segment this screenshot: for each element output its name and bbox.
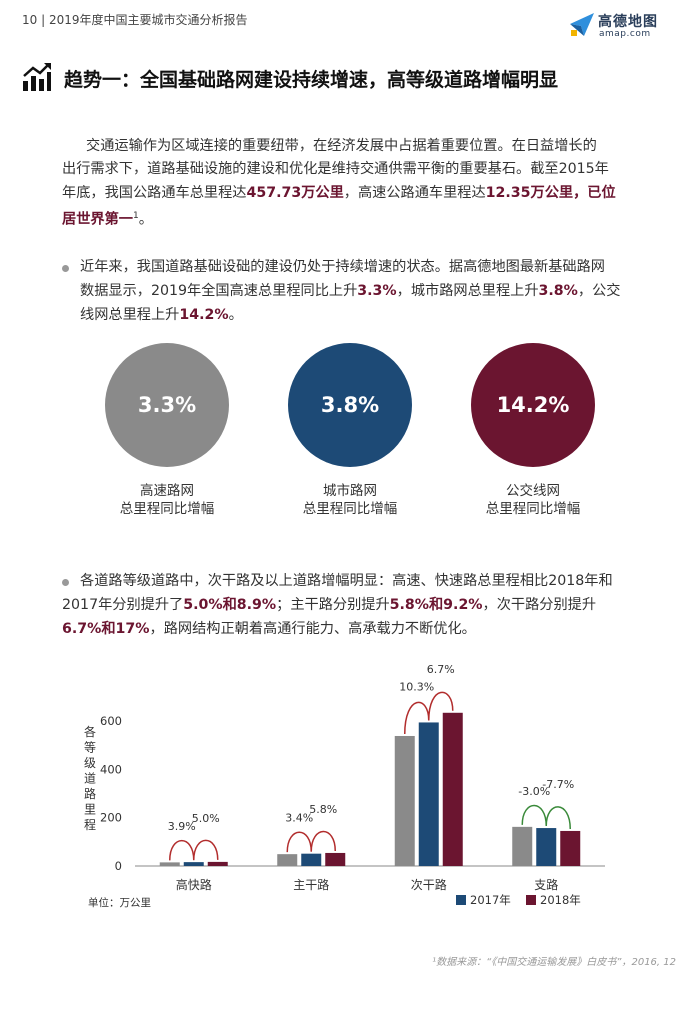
bar-高快路-s1 (183, 862, 204, 866)
urban-road-circle-label: 城市路网 总里程同比增幅 (302, 483, 398, 517)
growth-label: -3.0% (518, 785, 550, 798)
intro-line-3: 年底，我国公路通车总里程达457.73万公里，高速公路通车里程达12.35万公里… (62, 185, 616, 201)
bus-network-circle-label: 公交线网 总里程同比增幅 (485, 483, 581, 517)
growth-label: 3.9% (168, 820, 196, 833)
page-header: 10 | 2019年度中国主要城市交通分析报告 (22, 13, 248, 27)
highlight-total-mileage: 457.73万公里 (246, 185, 344, 201)
x-tick-label: 主干路 (293, 877, 329, 892)
growth-arc (310, 831, 336, 852)
bar-主干路-s0 (277, 854, 298, 866)
highway-growth-circle: 3.3% (105, 343, 229, 467)
y-axis-title-char: 级 (84, 756, 96, 770)
highlight-highway-mileage: 12.35万公里，已位 (485, 185, 616, 201)
bullet2-line-3: 6.7%和17%，路网结构正朝着高通行能力、高承载力不断优化。 (62, 621, 476, 637)
y-axis-title-char: 各 (84, 724, 96, 739)
bar-支路-s1 (536, 828, 557, 866)
bar-次干路-s0 (394, 735, 415, 866)
growth-label: 10.3% (399, 680, 434, 693)
y-axis-title-char: 等 (84, 741, 96, 755)
bar-支路-s2 (560, 830, 581, 866)
growth-arc (521, 804, 547, 827)
highway-circle-label: 高速路网 总里程同比增幅 (119, 483, 215, 517)
y-axis-title-char: 程 (84, 817, 96, 832)
growth-label: -7.7% (542, 778, 574, 791)
bar-高快路-s2 (207, 861, 228, 866)
bar-次干路-s2 (442, 712, 463, 866)
growth-arc (169, 840, 195, 861)
bullet1-line-3: 线网总里程上升14.2%。 (80, 307, 243, 323)
bar-主干路-s2 (325, 852, 346, 866)
legend-label: 2018年 (540, 893, 581, 907)
y-tick-label: 0 (115, 859, 122, 873)
legend-label: 2017年 (470, 893, 511, 907)
footnote-ref: 1 (132, 211, 139, 221)
bullet1-line-1: 近年来，我国道路基础设础的建设仍处于持续增速的状态。据高德地图最新基础路网 (80, 259, 605, 275)
intro-line-4: 居世界第一1。 (62, 211, 153, 228)
growth-label: 3.4% (285, 812, 313, 825)
growth-arc (193, 839, 219, 861)
growth-arc (545, 806, 571, 829)
growth-label: 6.7% (427, 663, 455, 676)
y-tick-label: 400 (100, 762, 122, 776)
growth-label: 5.8% (309, 803, 337, 816)
growth-arc (286, 831, 312, 853)
logo-icon (570, 13, 594, 36)
bullet2-line-1: 各道路等级道路中，次干路及以上道路增幅明显：高速、快速路总里程相比2018年和 (80, 573, 613, 589)
trend-chart-icon (23, 63, 51, 91)
x-tick-label: 支路 (534, 877, 558, 892)
title-text: 趋势一：全国基础路网建设持续增速，高等级道路增幅明显 (64, 69, 559, 91)
bullet2-line-2: 2017年分别提升了5.0%和8.9%；主干路分别提升5.8%和9.2%，次干路… (62, 597, 597, 613)
bullet1-line-2: 数据显示，2019年全国高速总里程同比上升3.3%，城市路网总里程上升3.8%，… (80, 283, 621, 299)
y-tick-label: 200 (100, 811, 122, 825)
bar-主干路-s1 (301, 853, 322, 866)
bus-network-growth-circle: 14.2% (471, 343, 595, 467)
source-footnote: ¹数据来源：“《中国交通运输发展》白皮书”，2016, 12 (432, 957, 676, 968)
bullet-dot (62, 265, 69, 272)
growth-label: 5.0% (192, 812, 220, 825)
logo-url: amap.com (599, 29, 651, 39)
logo-name: 高德地图 (598, 14, 658, 30)
x-tick-label: 次干路 (411, 877, 447, 892)
bar-高快路-s0 (159, 862, 180, 866)
bullet-dot (62, 579, 69, 586)
y-tick-label: 600 (100, 714, 122, 728)
y-axis-title-char: 里 (84, 803, 96, 817)
intro-line-2: 出行需求下，道路基础设施的建设和优化是维持交通供需平衡的重要基石。截至2015年 (62, 161, 609, 177)
y-axis-title-char: 路 (84, 786, 96, 801)
legend-swatch (526, 895, 536, 905)
section-title: 趋势一：全国基础路网建设持续增速，高等级道路增幅明显 (22, 60, 678, 96)
urban-road-growth-circle: 3.8% (288, 343, 412, 467)
bar-支路-s0 (512, 826, 533, 866)
intro-line-1: 交通运输作为区域连接的重要纽带，在经济发展中占据着重要位置。在日益增长的 (86, 138, 597, 154)
x-tick-label: 高快路 (176, 877, 212, 892)
y-axis-title-char: 道 (84, 772, 96, 786)
legend-swatch (456, 895, 466, 905)
growth-arc (428, 691, 454, 721)
amap-logo: 高德地图 amap.com (568, 8, 678, 42)
bar-次干路-s1 (418, 722, 439, 866)
growth-arc (404, 701, 430, 734)
unit-label: 单位：万公里 (88, 896, 151, 909)
